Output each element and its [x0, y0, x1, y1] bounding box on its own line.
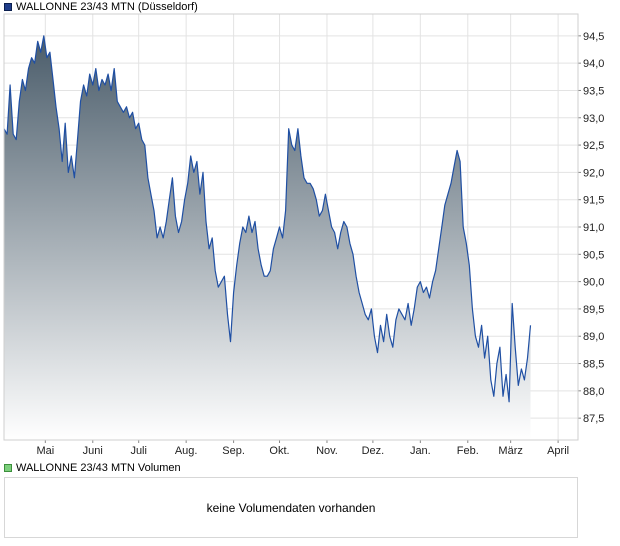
price-legend: WALLONNE 23/43 MTN (Düsseldorf)	[4, 0, 198, 14]
y-tick-label: 91,5	[583, 195, 604, 207]
x-tick-label: Sep.	[222, 445, 245, 457]
y-tick-label: 87,5	[583, 413, 604, 425]
y-tick-label: 90,0	[583, 277, 604, 289]
price-area	[4, 35, 531, 441]
y-tick-label: 94,5	[583, 31, 604, 43]
y-tick-label: 88,0	[583, 386, 604, 398]
x-tick-label: Aug.	[175, 445, 198, 457]
x-tick-label: Nov.	[316, 445, 338, 457]
price-legend-label: WALLONNE 23/43 MTN (Düsseldorf)	[16, 1, 198, 13]
price-legend-swatch	[4, 3, 12, 11]
y-tick-label: 89,0	[583, 331, 604, 343]
y-tick-label: 92,0	[583, 167, 604, 179]
y-tick-label: 91,0	[583, 222, 604, 234]
x-tick-label: Okt.	[269, 445, 289, 457]
price-line	[3, 35, 532, 403]
x-tick-label: Juni	[83, 445, 103, 457]
y-tick-label: 94,0	[583, 58, 604, 70]
x-tick-label: März	[498, 445, 522, 457]
volume-legend: WALLONNE 23/43 MTN Volumen	[4, 461, 181, 475]
y-tick-label: 89,5	[583, 304, 604, 316]
y-tick-label: 90,5	[583, 249, 604, 261]
no-volume-message: keine Volumendaten vorhanden	[206, 500, 376, 515]
volume-panel: keine Volumendaten vorhanden	[4, 477, 578, 538]
y-tick-label: 93,5	[583, 85, 604, 97]
plot-border	[3, 13, 579, 441]
x-tick-label: April	[547, 445, 569, 457]
x-tick-label: Jan.	[410, 445, 431, 457]
y-tick-label: 88,5	[583, 359, 604, 371]
x-tick-label: Juli	[130, 445, 147, 457]
x-tick-label: Dez.	[362, 445, 385, 457]
volume-legend-label: WALLONNE 23/43 MTN Volumen	[16, 462, 181, 474]
y-tick-label: 92,5	[583, 140, 604, 152]
price-chart: 87,5 88,0 88,5 89,0 89,5 90,0 90,5 91,0 91,5 92,0…	[3, 13, 604, 457]
y-tick-label: 93,0	[583, 113, 604, 125]
x-tick-label: Feb.	[457, 445, 479, 457]
x-tick-label: Mai	[36, 445, 54, 457]
volume-legend-swatch	[4, 464, 12, 472]
